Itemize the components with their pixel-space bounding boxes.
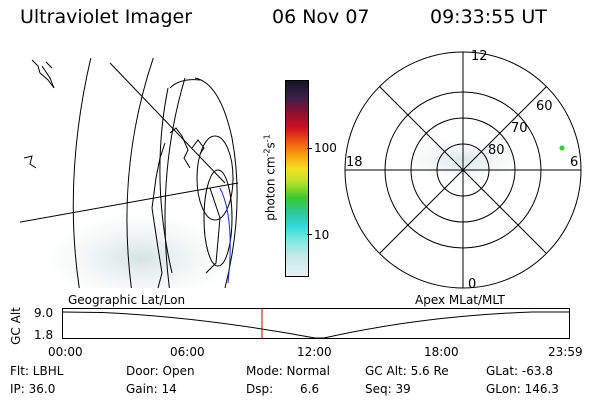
mode-readout: Mode: Normal bbox=[246, 364, 330, 378]
colorbar-unit-mid: s bbox=[263, 142, 278, 149]
polar-plot: 12 0 18 6 60 70 80 bbox=[344, 49, 582, 292]
colorbar-unit-exp2: -1 bbox=[262, 134, 272, 143]
latitude-line bbox=[20, 182, 239, 223]
satellite-position-dot bbox=[559, 145, 565, 151]
latitude-line bbox=[109, 62, 226, 184]
mlt-label-0: 0 bbox=[468, 277, 476, 292]
lat-label-70: 70 bbox=[511, 121, 528, 136]
mlt-label-12: 12 bbox=[471, 49, 488, 64]
coastline bbox=[191, 139, 205, 155]
satellite-track bbox=[219, 187, 231, 284]
lat-label-80: 80 bbox=[488, 143, 505, 158]
globe-limb bbox=[194, 77, 238, 288]
door-readout: Door: Open bbox=[126, 364, 195, 378]
alt-ytick-max: 9.0 bbox=[34, 306, 54, 320]
colorbar-tick-mark bbox=[307, 234, 312, 235]
colorbar-tick-label: 100 bbox=[314, 141, 337, 155]
dsp-label: Dsp: bbox=[246, 382, 274, 396]
alt-xtick: 00:00 bbox=[48, 345, 83, 359]
app-title: Ultraviolet Imager bbox=[20, 6, 193, 28]
meridian-line bbox=[126, 58, 154, 288]
filter-readout: Flt: LBHL bbox=[10, 364, 64, 378]
aurora-patch-geo bbox=[45, 213, 235, 288]
coastline bbox=[23, 155, 37, 169]
alt-plot-ylabel: GC Alt bbox=[9, 307, 23, 345]
geographic-map bbox=[20, 58, 239, 288]
alt-xtick: 23:59 bbox=[548, 345, 583, 359]
dsp-value: 6.6 bbox=[300, 382, 320, 396]
polar-diagonal bbox=[379, 86, 547, 254]
time-readout: 09:33:55 UT bbox=[430, 6, 547, 28]
globe-limb bbox=[169, 79, 201, 89]
colorbar-tick-mark bbox=[307, 148, 312, 149]
gain-readout: Gain: 14 bbox=[126, 382, 177, 396]
colorbar-tick-label: 10 bbox=[314, 228, 330, 242]
coastline bbox=[151, 142, 166, 288]
alt-xtick: 06:00 bbox=[170, 345, 205, 359]
colorbar-unit-exp1: -2 bbox=[262, 148, 272, 157]
gc-altitude-readout: GC Alt: 5.6 Re bbox=[365, 364, 449, 378]
alt-xtick: 12:00 bbox=[297, 345, 332, 359]
alt-xtick: 18:00 bbox=[424, 345, 459, 359]
coastline bbox=[205, 187, 221, 274]
altitude-curve bbox=[61, 311, 570, 339]
colorbar bbox=[285, 80, 309, 277]
alt-plot-frame bbox=[62, 308, 570, 339]
glon-readout: GLon: 146.3 bbox=[486, 382, 559, 396]
globe-limb bbox=[159, 87, 173, 274]
altitude-plot bbox=[61, 308, 570, 339]
glat-readout: GLat: -63.8 bbox=[486, 364, 553, 378]
colorbar-unit-text: photon cm bbox=[263, 156, 278, 221]
meridian-line bbox=[72, 58, 92, 288]
ip-readout: IP: 36.0 bbox=[10, 382, 56, 396]
meridian-line bbox=[164, 77, 186, 288]
lat-label-60: 60 bbox=[536, 99, 553, 114]
coastline bbox=[169, 127, 191, 169]
coastline bbox=[31, 59, 55, 89]
colorbar-unit-label: photon cm-2s-1 bbox=[263, 112, 278, 244]
date-readout: 06 Nov 07 bbox=[272, 6, 370, 28]
apex-panel-label: Apex MLat/MLT bbox=[415, 293, 505, 307]
terminator-oval bbox=[203, 169, 233, 267]
alt-ytick-min: 1.8 bbox=[34, 328, 54, 342]
geographic-panel-label: Geographic Lat/Lon bbox=[68, 293, 186, 307]
terminator-oval bbox=[196, 135, 234, 221]
sequence-readout: Seq: 39 bbox=[365, 382, 411, 396]
mlt-label-6: 6 bbox=[570, 155, 578, 170]
mlt-label-18: 18 bbox=[346, 155, 363, 170]
